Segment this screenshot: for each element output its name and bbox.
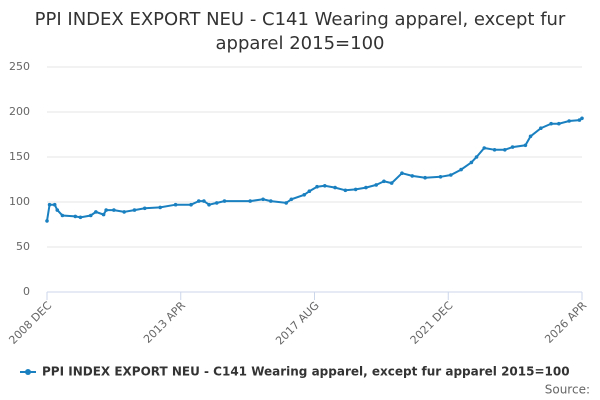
point [374, 183, 379, 187]
point [307, 189, 312, 193]
point [112, 208, 116, 212]
point [382, 179, 386, 184]
point [142, 206, 147, 211]
point [202, 199, 206, 203]
y-tick-label: 250 [9, 60, 30, 73]
point [503, 148, 507, 152]
point [132, 208, 137, 212]
point [469, 160, 474, 165]
point [207, 202, 211, 207]
point [474, 155, 479, 159]
point [343, 188, 348, 193]
x-tick-label: 2013 APR [141, 299, 188, 346]
point [353, 187, 358, 192]
point [523, 143, 528, 148]
point [196, 199, 201, 203]
chart-title: PPI INDEX EXPORT NEU - C141 Wearing appa… [34, 9, 566, 54]
y-tick-label: 200 [9, 105, 30, 118]
y-tick-label: 150 [9, 150, 30, 163]
point [214, 201, 219, 205]
point [73, 214, 78, 219]
point [400, 171, 404, 175]
point [459, 167, 463, 172]
point [173, 202, 178, 207]
point [60, 213, 65, 218]
point [423, 175, 427, 180]
point [528, 134, 533, 139]
point [222, 199, 227, 203]
point [389, 181, 394, 185]
point [364, 185, 368, 190]
point [45, 219, 49, 223]
point [52, 202, 57, 207]
point [438, 175, 443, 179]
series-line [46, 117, 583, 222]
point [289, 197, 294, 202]
point [94, 210, 98, 214]
point [315, 184, 319, 189]
point [567, 119, 571, 123]
point [158, 205, 162, 210]
point [47, 202, 52, 207]
point [557, 121, 561, 126]
point [580, 116, 584, 121]
point [122, 210, 126, 214]
point [284, 201, 289, 205]
point [333, 185, 337, 190]
source: Source: [545, 383, 590, 397]
x-tick-label: 2017 AUG [273, 299, 322, 348]
point [104, 208, 108, 212]
y-tick-label: 100 [9, 195, 30, 208]
x-tick-label: 2008 DEC [6, 299, 54, 347]
point [492, 148, 497, 152]
point [539, 126, 543, 130]
point [261, 197, 265, 202]
point [549, 121, 553, 126]
point [410, 174, 415, 178]
point [189, 202, 193, 207]
point [449, 173, 453, 177]
legend-marker [25, 369, 31, 375]
point [322, 184, 327, 188]
point [78, 215, 83, 220]
y-tick-label: 50 [16, 240, 30, 253]
legend-label: PPI INDEX EXPORT NEU - C141 Wearing appa… [42, 365, 570, 379]
point [577, 118, 582, 122]
point [55, 208, 60, 212]
point [510, 145, 515, 149]
point [101, 212, 106, 217]
point [248, 199, 252, 203]
x-tick-label: 2026 APR [542, 299, 589, 346]
point [268, 199, 273, 203]
x-tick-label: 2021 DEC [408, 299, 456, 347]
point [482, 146, 487, 150]
point [88, 213, 93, 218]
y-tick-label: 0 [23, 285, 30, 298]
point [302, 193, 307, 197]
